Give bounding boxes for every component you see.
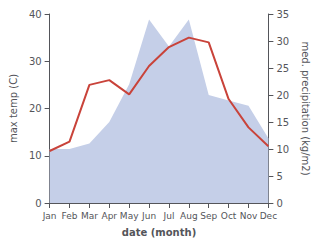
svg-text:15: 15 [276,117,289,128]
svg-text:Sep: Sep [200,211,217,221]
svg-text:Jul: Jul [163,211,175,221]
svg-text:35: 35 [276,9,289,20]
svg-text:May: May [120,211,139,221]
svg-text:5: 5 [276,171,282,182]
svg-text:Aug: Aug [180,211,198,221]
svg-text:Oct: Oct [221,211,237,221]
svg-text:Dec: Dec [260,211,277,221]
svg-text:med. precipitation (kg/m2): med. precipitation (kg/m2) [300,41,311,175]
svg-text:Jun: Jun [141,211,156,221]
svg-text:date (month): date (month) [122,227,196,238]
svg-text:0: 0 [276,198,282,209]
svg-text:10: 10 [276,144,289,155]
svg-text:20: 20 [276,90,289,101]
svg-text:20: 20 [29,103,42,114]
svg-text:25: 25 [276,63,289,74]
svg-text:Feb: Feb [62,211,78,221]
svg-text:0: 0 [35,198,41,209]
svg-text:Mar: Mar [81,211,98,221]
svg-text:30: 30 [276,36,289,47]
svg-text:30: 30 [29,56,42,67]
svg-text:Jan: Jan [42,211,57,221]
svg-text:max temp (C): max temp (C) [8,74,19,143]
svg-text:40: 40 [29,9,42,20]
svg-text:10: 10 [29,150,42,161]
svg-text:Apr: Apr [101,211,117,221]
svg-text:Nov: Nov [240,211,258,221]
